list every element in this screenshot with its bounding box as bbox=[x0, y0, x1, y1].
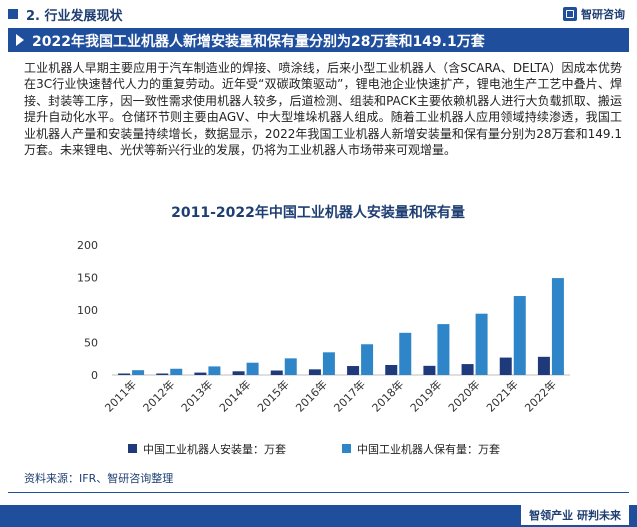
bar-stock bbox=[399, 332, 412, 375]
bar-install bbox=[499, 357, 512, 375]
legend-swatch bbox=[342, 444, 351, 453]
bar-install bbox=[347, 366, 360, 375]
bar-install bbox=[385, 364, 398, 375]
chart: 2011-2022年中国工业机器人安装量和保有量 0 50 100 150 200 2011… bbox=[77, 204, 570, 456]
bar-install bbox=[461, 364, 474, 375]
y-tick-label: 50 bbox=[84, 337, 98, 350]
logo-icon bbox=[563, 7, 577, 21]
bar-stock bbox=[475, 313, 488, 375]
chart-title: 2011-2022年中国工业机器人安装量和保有量 bbox=[171, 204, 465, 221]
bar-stock bbox=[170, 368, 183, 375]
title-banner: 2022年我国工业机器人新增安装量和保有量分别为28万套和149.1万套 bbox=[8, 28, 629, 52]
bar-install bbox=[232, 371, 245, 375]
logo-text: 智研咨询 bbox=[581, 8, 625, 21]
x-tick-label: 2013年 bbox=[178, 377, 215, 414]
footer-slogan: 智领产业 研判未来 bbox=[521, 505, 629, 525]
bar-stock bbox=[208, 366, 221, 375]
x-tick-label: 2019年 bbox=[407, 377, 444, 414]
legend-swatch bbox=[128, 444, 137, 453]
y-tick-label: 200 bbox=[77, 239, 98, 252]
section-title: 2. 行业发展现状 bbox=[26, 9, 123, 24]
x-tick-label: 2021年 bbox=[483, 377, 520, 414]
source-note: 资料来源：IFR、智研咨询整理 bbox=[24, 472, 174, 485]
brand-logo: 智研咨询 bbox=[563, 6, 625, 22]
bar-stock bbox=[551, 278, 564, 375]
banner-title: 2022年我国工业机器人新增安装量和保有量分别为28万套和149.1万套 bbox=[32, 34, 485, 50]
bar-stock bbox=[246, 362, 259, 375]
section-marker bbox=[8, 9, 18, 19]
bar-install bbox=[156, 373, 169, 375]
bar-stock bbox=[437, 324, 450, 375]
bar-stock bbox=[361, 344, 374, 375]
x-tick-label: 2011年 bbox=[102, 377, 139, 414]
x-tick-label: 2012年 bbox=[140, 377, 177, 414]
body-paragraph: 工业机器人早期主要应用于汽车制造业的焊接、喷涂线，后来小型工业机器人（含SCAR… bbox=[24, 61, 622, 158]
footer-divider bbox=[8, 492, 629, 493]
top-bar: 2. 行业发展现状 智研咨询 bbox=[0, 0, 637, 28]
x-tick-label: 2022年 bbox=[522, 377, 559, 414]
legend-label: 中国工业机器人保有量：万套 bbox=[357, 442, 500, 456]
footer-bar: 智领产业 研判未来 bbox=[0, 505, 637, 527]
x-tick-label: 2014年 bbox=[216, 377, 253, 414]
bar-install bbox=[308, 369, 321, 375]
x-tick-label: 2015年 bbox=[254, 377, 291, 414]
bar-install bbox=[118, 373, 131, 375]
x-tick-label: 2017年 bbox=[331, 377, 368, 414]
bar-install bbox=[537, 356, 550, 375]
bar-install bbox=[270, 370, 283, 375]
x-tick-label: 2020年 bbox=[445, 377, 482, 414]
bar-install bbox=[423, 365, 436, 375]
legend-label: 中国工业机器人安装量：万套 bbox=[143, 442, 286, 456]
y-tick-label: 0 bbox=[91, 369, 98, 382]
y-tick-label: 100 bbox=[77, 304, 98, 317]
play-triangle-icon bbox=[16, 34, 24, 46]
bar-stock bbox=[284, 358, 297, 375]
bar-stock bbox=[322, 352, 335, 375]
bar-stock bbox=[132, 370, 145, 375]
x-tick-label: 2018年 bbox=[369, 377, 406, 414]
bar-install bbox=[194, 372, 207, 375]
bar-stock bbox=[513, 296, 526, 375]
y-tick-label: 150 bbox=[77, 272, 98, 285]
x-tick-label: 2016年 bbox=[293, 377, 330, 414]
